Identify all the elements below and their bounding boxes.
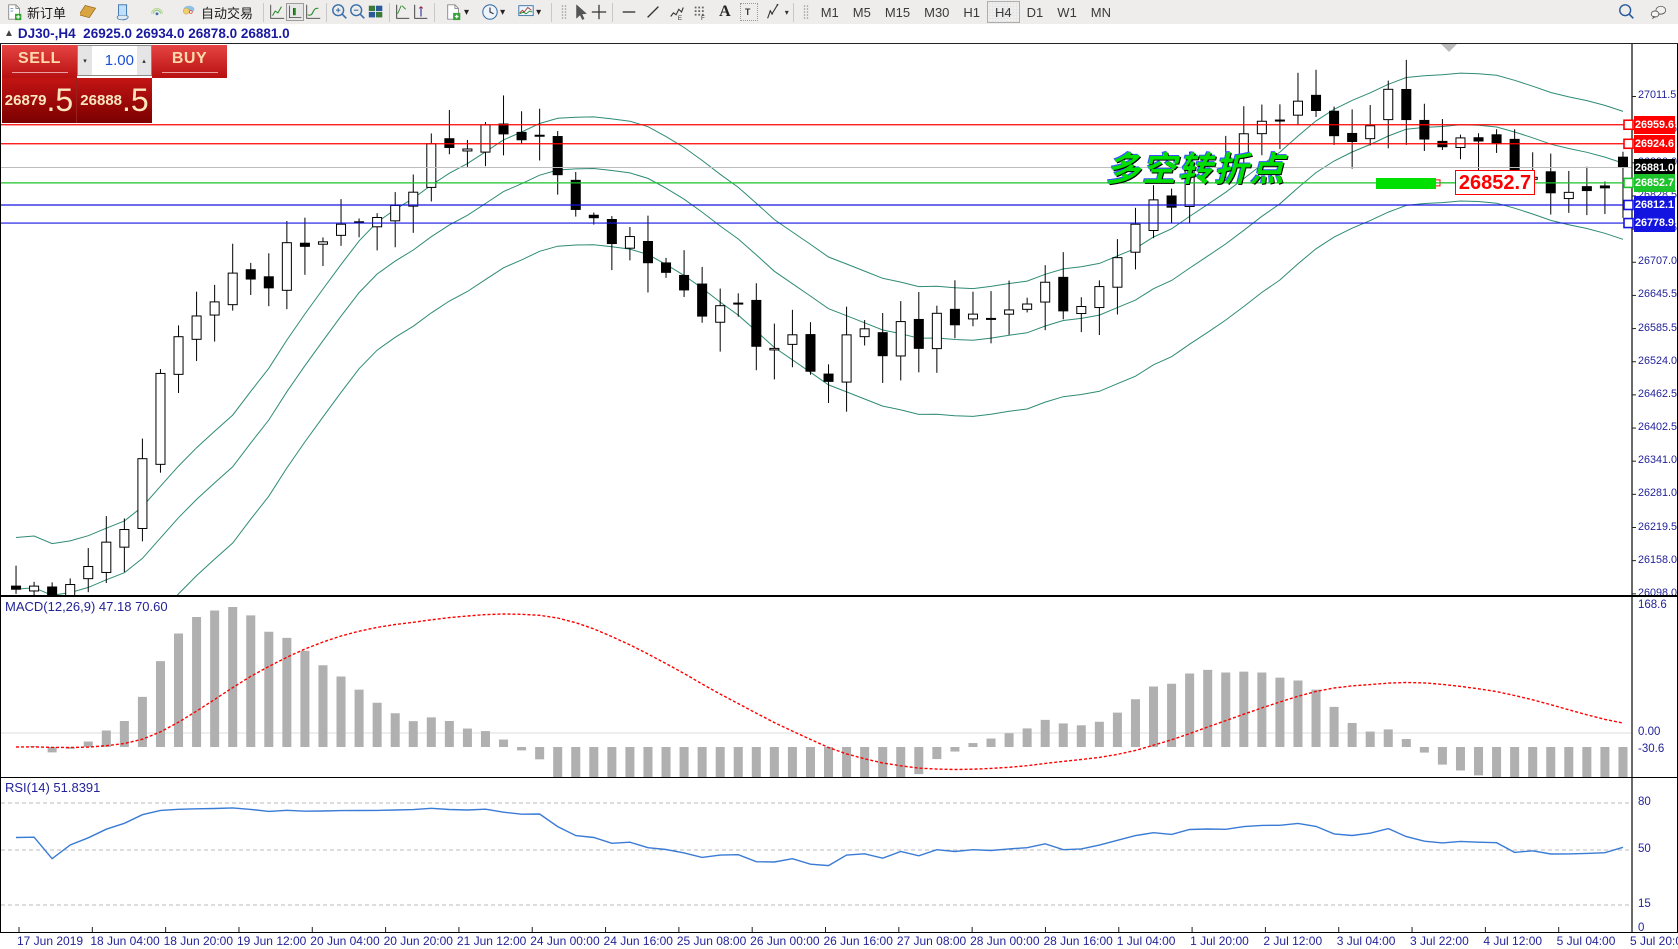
- svg-text:E: E: [678, 15, 682, 21]
- svg-text:T: T: [745, 7, 751, 17]
- svg-text:F: F: [701, 15, 705, 21]
